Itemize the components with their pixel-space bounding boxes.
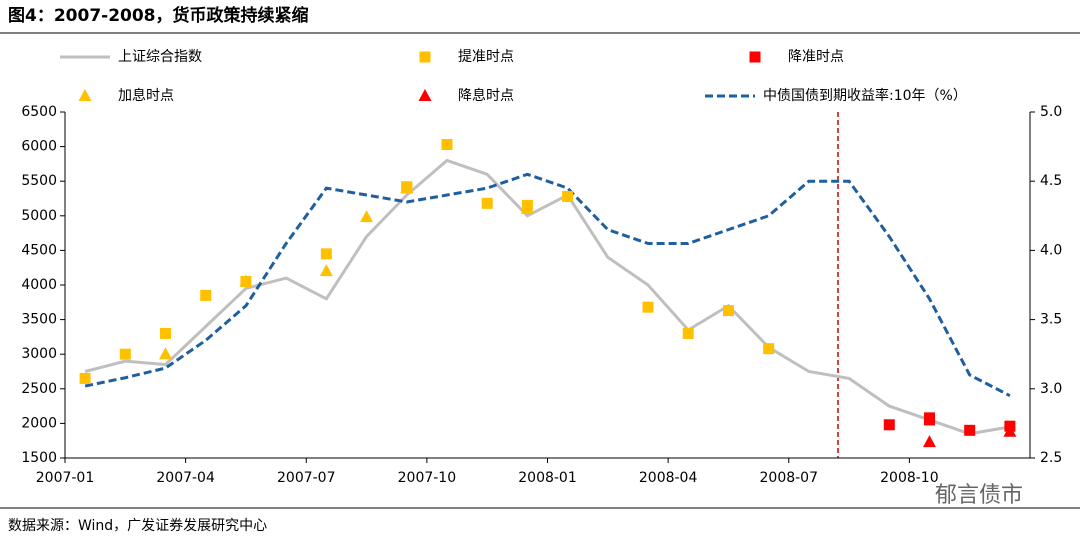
event-marker (200, 289, 212, 301)
legend-label: 加息时点 (118, 87, 174, 104)
event-marker (883, 419, 895, 431)
event-marker (119, 348, 131, 360)
x-tick-label: 2007-04 (156, 470, 215, 486)
event-marker (159, 347, 173, 360)
y2-tick-label: 2.5 (1040, 450, 1062, 466)
chart-title: 图4：2007-2008，货币政策持续紧缩 (8, 5, 309, 26)
y2-tick-label: 5.0 (1040, 104, 1062, 120)
event-marker (160, 327, 172, 339)
legend-label: 提准时点 (458, 49, 514, 65)
y2-tick-label: 3.0 (1040, 381, 1062, 397)
y-tick-label: 3000 (21, 346, 57, 362)
y2-tick-label: 4.5 (1040, 173, 1062, 189)
event-marker (722, 305, 734, 317)
y-tick-label: 4000 (21, 277, 57, 293)
event-marker (481, 197, 493, 209)
index-line (84, 158, 1011, 436)
y-tick-label: 2000 (21, 415, 57, 431)
event-marker (642, 301, 654, 313)
event-marker (1003, 424, 1017, 437)
y-tick-label: 3500 (21, 312, 57, 328)
y-tick-label: 6500 (21, 104, 57, 120)
legend-swatch (749, 51, 761, 63)
y-tick-label: 4500 (21, 242, 57, 258)
event-marker (400, 181, 414, 194)
x-tick-label: 2007-01 (36, 470, 95, 486)
event-marker (682, 327, 694, 339)
source: 数据来源：Wind，广发证券发展研究中心 (8, 518, 267, 534)
legend-label: 降准时点 (788, 49, 844, 65)
legend-label: 上证综合指数 (118, 49, 202, 65)
x-tick-label: 2008-04 (639, 470, 698, 486)
y-tick-label: 2500 (21, 381, 57, 397)
event-marker (922, 435, 936, 448)
x-tick-label: 2008-01 (518, 470, 577, 486)
event-marker (763, 343, 775, 355)
event-marker (964, 424, 976, 436)
event-marker (79, 372, 91, 384)
y2-tick-label: 3.5 (1040, 312, 1062, 328)
event-marker (923, 414, 935, 426)
event-marker (320, 248, 332, 260)
legend-swatch (418, 89, 432, 101)
legend-label: 降息时点 (458, 87, 514, 104)
y2-tick-label: 4.0 (1040, 242, 1062, 258)
event-marker (562, 190, 574, 202)
y-tick-label: 1500 (21, 450, 57, 466)
yield-line (84, 172, 1011, 398)
x-tick-label: 2008-07 (760, 470, 819, 486)
event-marker (441, 139, 453, 151)
legend-label: 中债国债到期收益率:10年（%） (763, 87, 967, 104)
event-marker (360, 210, 374, 223)
watermark: 郁言债市 (935, 483, 1023, 508)
event-marker (319, 264, 333, 277)
x-tick-label: 2008-10 (880, 470, 939, 486)
event-marker (520, 201, 534, 214)
legend-swatch (78, 89, 92, 101)
y-tick-label: 5500 (21, 173, 57, 189)
y-tick-label: 5000 (21, 208, 57, 224)
x-tick-label: 2007-10 (398, 470, 457, 486)
x-tick-label: 2007-07 (277, 470, 336, 486)
legend-swatch (419, 51, 431, 63)
y-tick-label: 6000 (21, 139, 57, 155)
event-marker (239, 274, 253, 287)
